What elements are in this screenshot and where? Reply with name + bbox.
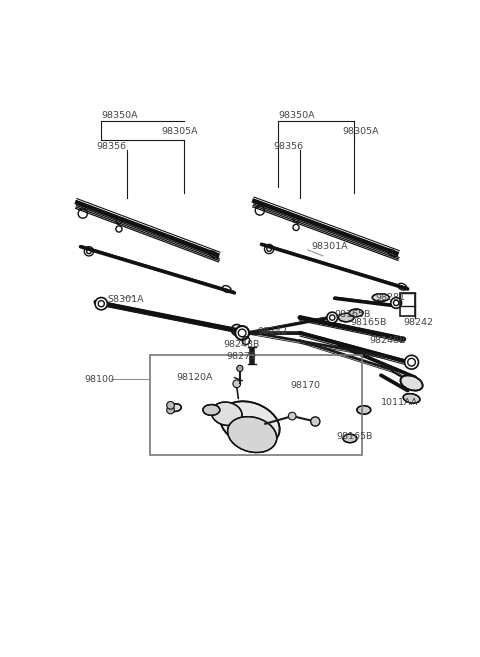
Text: 98305A: 98305A bbox=[161, 127, 198, 136]
Text: 98242: 98242 bbox=[258, 327, 288, 336]
Text: 98279: 98279 bbox=[227, 351, 257, 361]
Text: S8301A: S8301A bbox=[108, 296, 144, 304]
Circle shape bbox=[167, 406, 174, 414]
Text: 98165B: 98165B bbox=[337, 432, 373, 442]
Ellipse shape bbox=[349, 309, 363, 317]
Text: 1011AA: 1011AA bbox=[381, 397, 418, 407]
Text: 98350A: 98350A bbox=[278, 111, 315, 120]
Circle shape bbox=[237, 365, 243, 371]
Ellipse shape bbox=[357, 406, 371, 414]
Ellipse shape bbox=[220, 401, 280, 446]
Text: 98165B: 98165B bbox=[335, 310, 371, 319]
Text: 98350A: 98350A bbox=[101, 111, 138, 120]
Text: 98356: 98356 bbox=[96, 142, 127, 151]
Circle shape bbox=[391, 298, 402, 308]
Text: 98305A: 98305A bbox=[342, 127, 379, 136]
Text: 98242: 98242 bbox=[404, 318, 434, 327]
Text: 98170: 98170 bbox=[291, 381, 321, 390]
Text: 98165B: 98165B bbox=[351, 318, 387, 327]
Circle shape bbox=[327, 312, 337, 323]
Ellipse shape bbox=[338, 313, 354, 322]
Circle shape bbox=[234, 330, 240, 336]
Text: 98301A: 98301A bbox=[312, 242, 348, 251]
Ellipse shape bbox=[169, 404, 181, 411]
Ellipse shape bbox=[372, 294, 389, 302]
Bar bbox=[400, 293, 415, 316]
Text: 98120A: 98120A bbox=[177, 373, 213, 382]
Circle shape bbox=[167, 401, 174, 409]
Text: 98356: 98356 bbox=[273, 142, 303, 151]
Circle shape bbox=[233, 380, 240, 388]
Ellipse shape bbox=[203, 405, 220, 415]
Ellipse shape bbox=[343, 434, 357, 443]
Ellipse shape bbox=[228, 417, 277, 453]
Ellipse shape bbox=[400, 375, 423, 391]
Bar bbox=[150, 355, 361, 455]
Circle shape bbox=[95, 298, 108, 310]
Circle shape bbox=[235, 326, 249, 340]
Text: 98248B: 98248B bbox=[223, 340, 259, 349]
Ellipse shape bbox=[403, 394, 420, 403]
Text: 98248B: 98248B bbox=[369, 336, 406, 345]
Circle shape bbox=[311, 417, 320, 426]
Text: 98100: 98100 bbox=[84, 374, 114, 384]
Circle shape bbox=[288, 412, 296, 420]
Text: 98281: 98281 bbox=[375, 293, 405, 302]
Ellipse shape bbox=[212, 402, 242, 426]
Circle shape bbox=[405, 355, 419, 369]
